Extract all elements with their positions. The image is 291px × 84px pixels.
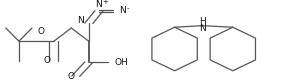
Text: H: H — [199, 17, 206, 26]
Text: N: N — [95, 0, 102, 9]
Text: OH: OH — [115, 58, 129, 67]
Text: -: - — [126, 6, 129, 12]
Text: N: N — [119, 6, 126, 15]
Text: +: + — [102, 0, 108, 5]
Text: O: O — [68, 72, 75, 81]
Text: N: N — [199, 24, 206, 33]
Text: O: O — [43, 56, 50, 65]
Text: O: O — [37, 27, 44, 36]
Text: N: N — [77, 16, 84, 25]
